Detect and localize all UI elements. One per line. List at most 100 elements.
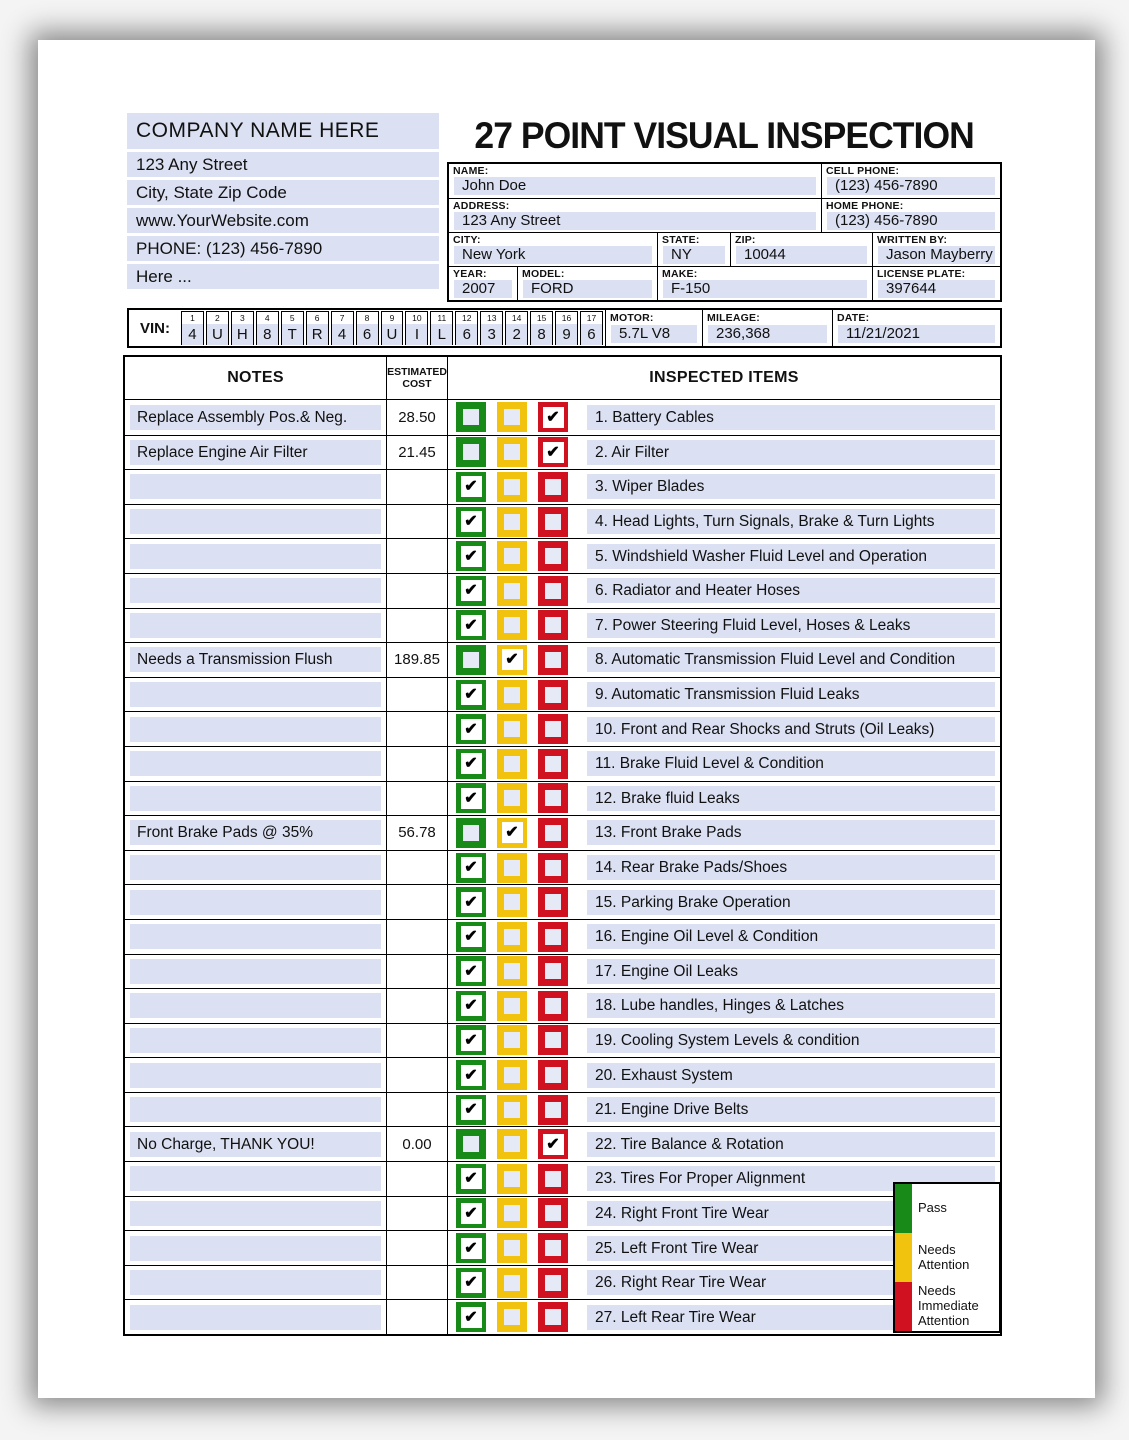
note-field[interactable]: Front Brake Pads @ 35%	[130, 820, 381, 846]
cost-cell[interactable]	[387, 850, 448, 885]
checkbox-attention[interactable]	[497, 1198, 527, 1229]
company-phone[interactable]: PHONE: (123) 456-7890	[127, 236, 439, 261]
checkbox-immediate[interactable]	[538, 644, 568, 675]
vin-cell[interactable]: 10 I	[405, 311, 429, 345]
note-field[interactable]	[130, 578, 381, 604]
checkbox-pass[interactable]: ✔	[456, 956, 486, 987]
checkbox-immediate[interactable]	[538, 1060, 568, 1091]
note-field[interactable]	[130, 889, 381, 915]
note-field[interactable]	[130, 855, 381, 881]
checkbox-attention[interactable]	[497, 1233, 527, 1264]
cost-cell[interactable]	[387, 608, 448, 643]
checkbox-immediate[interactable]: ✔	[538, 402, 568, 433]
checkbox-immediate[interactable]: ✔	[538, 1129, 568, 1160]
checkbox-immediate[interactable]	[538, 541, 568, 572]
license-plate-value[interactable]: 397644	[878, 280, 995, 298]
note-field[interactable]: Needs a Transmission Flush	[130, 647, 381, 673]
note-field[interactable]: Replace Engine Air Filter	[130, 439, 381, 465]
checkbox-attention[interactable]	[497, 714, 527, 745]
company-city[interactable]: City, State Zip Code	[127, 180, 439, 205]
checkbox-attention[interactable]	[497, 402, 527, 433]
vin-cell[interactable]: 16 9	[555, 311, 578, 345]
note-field[interactable]	[130, 1062, 381, 1088]
cost-cell[interactable]	[387, 573, 448, 608]
cost-cell[interactable]	[387, 1092, 448, 1127]
cost-cell[interactable]	[387, 989, 448, 1023]
note-field[interactable]	[130, 751, 381, 777]
checkbox-pass[interactable]: ✔	[456, 506, 486, 537]
year-value[interactable]: 2007	[454, 280, 512, 298]
cost-cell[interactable]	[387, 1023, 448, 1058]
checkbox-immediate[interactable]	[538, 610, 568, 641]
checkbox-pass[interactable]: ✔	[456, 610, 486, 641]
checkbox-attention[interactable]: ✔	[497, 817, 527, 848]
checkbox-attention[interactable]: ✔	[497, 644, 527, 675]
checkbox-pass[interactable]: ✔	[456, 990, 486, 1021]
checkbox-pass[interactable]: ✔	[456, 471, 486, 502]
checkbox-attention[interactable]	[497, 1163, 527, 1194]
note-field[interactable]	[130, 1097, 381, 1123]
city-value[interactable]: New York	[454, 246, 652, 264]
cost-cell[interactable]: 21.45	[387, 435, 448, 470]
checkbox-immediate[interactable]	[538, 887, 568, 918]
checkbox-pass[interactable]: ✔	[456, 575, 486, 606]
note-field[interactable]	[130, 1304, 381, 1330]
checkbox-pass[interactable]: ✔	[456, 921, 486, 952]
checkbox-immediate[interactable]	[538, 1025, 568, 1056]
zip-value[interactable]: 10044	[736, 246, 867, 264]
checkbox-attention[interactable]	[497, 610, 527, 641]
note-field[interactable]	[130, 612, 381, 638]
mileage-value[interactable]: 236,368	[708, 325, 827, 343]
model-value[interactable]: FORD	[523, 280, 652, 298]
checkbox-immediate[interactable]	[538, 956, 568, 987]
checkbox-attention[interactable]	[497, 921, 527, 952]
checkbox-pass[interactable]	[456, 437, 486, 468]
company-website[interactable]: www.YourWebsite.com	[127, 208, 439, 233]
cost-cell[interactable]	[387, 1162, 448, 1196]
checkbox-attention[interactable]	[497, 990, 527, 1021]
checkbox-attention[interactable]	[497, 1129, 527, 1160]
checkbox-immediate[interactable]	[538, 748, 568, 779]
cost-cell[interactable]	[387, 1196, 448, 1231]
note-field[interactable]	[130, 543, 381, 569]
checkbox-attention[interactable]	[497, 887, 527, 918]
vin-cell[interactable]: 14 2	[505, 311, 529, 345]
cost-cell[interactable]	[387, 885, 448, 919]
checkbox-immediate[interactable]	[538, 817, 568, 848]
cost-cell[interactable]	[387, 1265, 448, 1300]
checkbox-immediate[interactable]	[538, 990, 568, 1021]
checkbox-attention[interactable]	[497, 575, 527, 606]
checkbox-attention[interactable]	[497, 1302, 527, 1333]
checkbox-pass[interactable]: ✔	[456, 783, 486, 814]
cost-cell[interactable]	[387, 1300, 448, 1335]
cost-cell[interactable]	[387, 712, 448, 746]
checkbox-pass[interactable]: ✔	[456, 748, 486, 779]
checkbox-immediate[interactable]	[538, 783, 568, 814]
checkbox-attention[interactable]	[497, 471, 527, 502]
motor-value[interactable]: 5.7L V8	[611, 325, 697, 343]
checkbox-attention[interactable]	[497, 541, 527, 572]
note-field[interactable]	[130, 682, 381, 708]
cell-phone-value[interactable]: (123) 456-7890	[827, 177, 995, 195]
checkbox-pass[interactable]: ✔	[456, 1302, 486, 1333]
checkbox-pass[interactable]: ✔	[456, 1025, 486, 1056]
written-by-value[interactable]: Jason Mayberry	[878, 246, 995, 264]
checkbox-attention[interactable]	[497, 437, 527, 468]
note-field[interactable]	[130, 1166, 381, 1192]
cost-cell[interactable]	[387, 746, 448, 781]
checkbox-pass[interactable]: ✔	[456, 1094, 486, 1125]
checkbox-attention[interactable]	[497, 1094, 527, 1125]
checkbox-pass[interactable]: ✔	[456, 1267, 486, 1298]
checkbox-pass[interactable]: ✔	[456, 1060, 486, 1091]
checkbox-pass[interactable]: ✔	[456, 679, 486, 710]
checkbox-immediate[interactable]	[538, 1267, 568, 1298]
note-field[interactable]	[130, 1235, 381, 1261]
checkbox-pass[interactable]: ✔	[456, 541, 486, 572]
cost-cell[interactable]	[387, 954, 448, 989]
checkbox-pass[interactable]: ✔	[456, 714, 486, 745]
